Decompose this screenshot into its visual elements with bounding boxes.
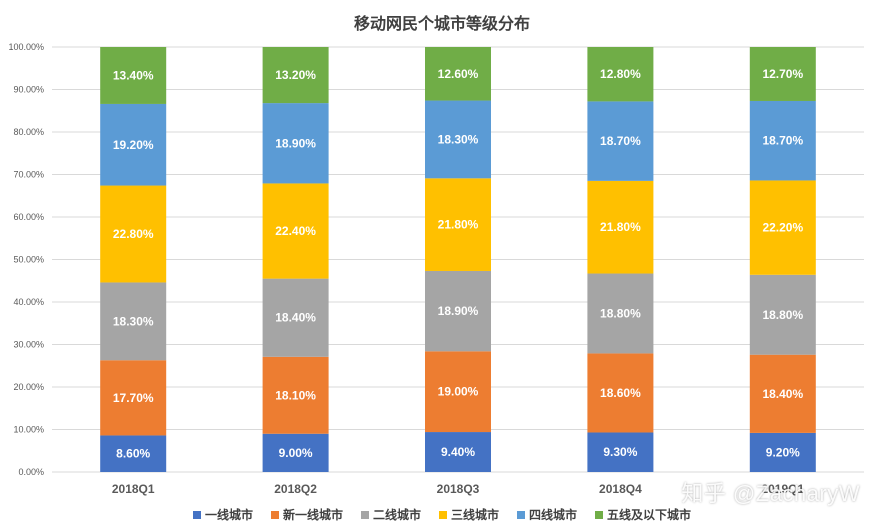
bar-segment <box>425 47 491 101</box>
y-tick-label: 90.00% <box>13 85 44 95</box>
bar-segment <box>749 100 816 181</box>
data-label: 13.20% <box>275 68 316 82</box>
bar-segment <box>100 360 167 436</box>
data-label: 9.40% <box>441 445 475 459</box>
bar-segment <box>749 354 816 433</box>
bar-segment <box>587 47 654 102</box>
x-tick-label: 2018Q2 <box>274 482 317 496</box>
y-tick-label: 70.00% <box>13 170 44 180</box>
bar-segment <box>262 103 329 184</box>
y-tick-label: 20.00% <box>13 382 44 392</box>
data-label: 18.40% <box>762 387 803 401</box>
bar-segment <box>749 180 816 275</box>
legend-item: 五线及以下城市 <box>595 506 691 523</box>
data-label: 12.70% <box>762 67 803 81</box>
data-label: 18.70% <box>762 134 803 148</box>
bar-segment <box>262 47 329 104</box>
legend-swatch <box>192 510 201 519</box>
legend-item: 二线城市 <box>360 506 421 523</box>
legend-swatch <box>439 510 447 519</box>
data-label: 18.90% <box>275 136 316 150</box>
bar-segment <box>425 432 491 472</box>
data-label: 18.10% <box>275 388 316 402</box>
chart-title: 移动网民个城市等级分布 <box>353 16 530 33</box>
bar-segment <box>100 103 167 186</box>
bar-segment <box>749 47 816 101</box>
bar-segment <box>749 274 816 355</box>
x-tick-label: 2018Q1 <box>112 482 155 496</box>
data-label: 21.80% <box>600 220 641 234</box>
bar-segment <box>587 273 654 354</box>
data-label: 22.20% <box>762 221 803 235</box>
legend: 一线城市 新一线城市 二线城市 三线城市 四线城市 五线及以下城市 <box>0 506 884 523</box>
data-label: 18.90% <box>438 304 479 318</box>
data-label: 17.70% <box>113 391 154 405</box>
bar-segment <box>100 435 167 472</box>
legend-item: 新一线城市 <box>270 506 343 523</box>
legend-label: 一线城市 <box>204 508 253 522</box>
watermark: 知乎 @ZacharyW <box>681 481 860 506</box>
bar-segment <box>587 101 654 181</box>
bar-segment <box>587 180 654 274</box>
data-label: 12.80% <box>600 67 641 81</box>
legend-swatch <box>270 510 279 519</box>
bar-segment <box>587 432 654 472</box>
data-label: 9.30% <box>603 445 637 459</box>
data-label: 13.40% <box>113 68 154 82</box>
bar-segment <box>262 433 329 472</box>
data-label: 18.30% <box>438 132 479 146</box>
x-tick-label: 2018Q3 <box>437 482 480 496</box>
y-tick-label: 50.00% <box>13 255 44 265</box>
legend-swatch <box>595 510 604 519</box>
legend-label: 三线城市 <box>451 508 500 522</box>
bar-segment <box>425 270 491 352</box>
data-label: 9.20% <box>766 445 800 459</box>
bar-segment <box>262 356 329 434</box>
legend-item: 三线城市 <box>439 506 499 523</box>
data-label: 19.20% <box>113 138 154 152</box>
bar-segment <box>262 278 329 357</box>
y-tick-label: 0.00% <box>18 467 44 477</box>
data-label: 18.30% <box>113 314 154 328</box>
legend-label: 二线城市 <box>372 508 421 522</box>
data-label: 12.60% <box>438 67 479 81</box>
data-label: 18.60% <box>600 386 641 400</box>
bar-segment <box>425 351 491 433</box>
legend-swatch <box>517 510 526 519</box>
legend-label: 四线城市 <box>529 508 578 522</box>
bar-segment <box>100 47 167 104</box>
legend-label: 五线及以下城市 <box>607 508 692 522</box>
y-tick-label: 40.00% <box>13 297 44 307</box>
data-label: 22.40% <box>275 224 316 238</box>
y-tick-label: 100.00% <box>8 42 44 52</box>
y-tick-label: 80.00% <box>13 127 44 137</box>
bar-segment <box>100 282 167 361</box>
bar-segment <box>587 353 654 433</box>
bar-segment <box>425 100 491 179</box>
data-label: 19.00% <box>438 385 479 399</box>
bar-segment <box>100 185 167 283</box>
data-label: 22.80% <box>113 227 154 241</box>
bar-segment <box>749 432 816 472</box>
legend-item: 一线城市 <box>192 506 253 523</box>
data-label: 18.80% <box>762 308 803 322</box>
data-label: 21.80% <box>438 218 479 232</box>
y-tick-label: 60.00% <box>13 212 44 222</box>
data-label: 18.40% <box>275 311 316 325</box>
legend-label: 新一线城市 <box>282 508 343 522</box>
x-tick-label: 2019Q1 <box>761 482 804 496</box>
data-label: 18.70% <box>600 134 641 148</box>
legend-swatch <box>360 510 369 519</box>
bar-segment <box>262 183 329 279</box>
y-tick-label: 30.00% <box>13 340 44 350</box>
data-label: 18.80% <box>600 306 641 320</box>
bar-segment <box>425 178 491 271</box>
x-tick-label: 2018Q4 <box>599 482 642 496</box>
data-label: 8.60% <box>116 447 150 461</box>
y-tick-label: 10.00% <box>13 425 44 435</box>
legend-item: 四线城市 <box>517 506 577 523</box>
data-label: 9.00% <box>279 446 313 460</box>
